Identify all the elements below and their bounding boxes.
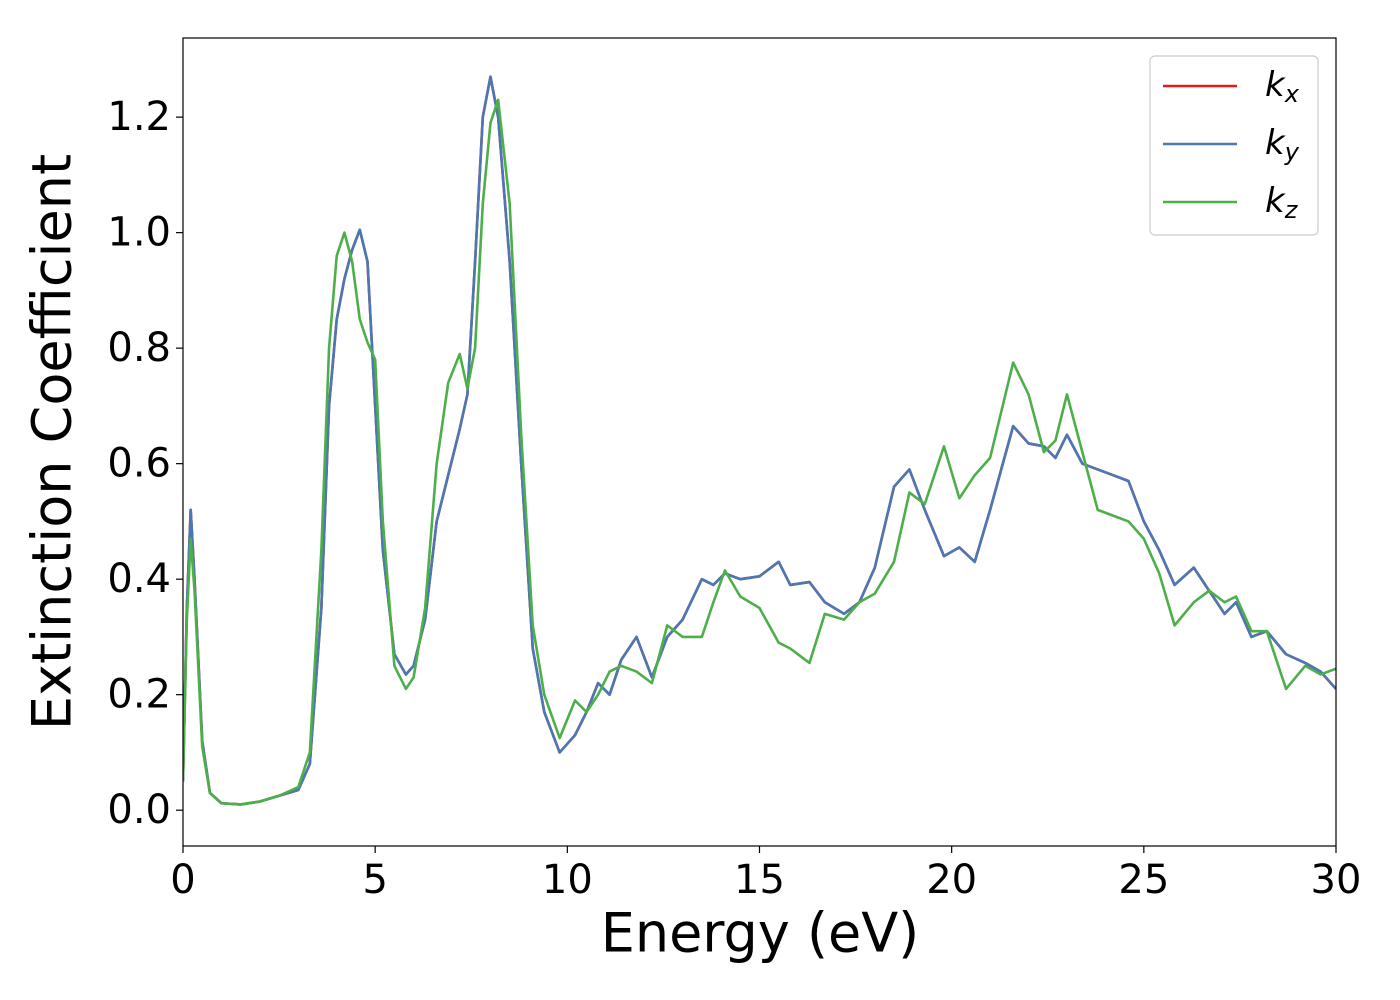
x-tick-label: 25: [1118, 857, 1169, 903]
x-tick-label: 15: [734, 857, 785, 903]
x-axis-label: Energy (eV): [601, 902, 920, 965]
y-tick-label: 0.2: [107, 672, 171, 718]
y-tick-label: 0.6: [107, 441, 171, 487]
plot-frame: [182, 37, 1337, 847]
x-tick-label: 5: [362, 857, 387, 903]
legend-label: ky: [1265, 123, 1300, 167]
x-tick-label: 0: [170, 857, 195, 903]
y-tick-label: 0.8: [107, 325, 171, 371]
plot-lines: [183, 75, 1336, 806]
legend-label: kz: [1265, 181, 1299, 225]
x-tick-label: 20: [926, 857, 977, 903]
y-tick-label: 1.0: [107, 210, 171, 256]
y-tick-label: 0.4: [107, 556, 171, 602]
x-tick-label: 30: [1311, 857, 1362, 903]
y-axis-label: Extinction Coefficient: [21, 154, 84, 730]
y-tick-label: 1.2: [107, 94, 171, 140]
legend-box: [1149, 55, 1319, 236]
legend-label: kx: [1265, 65, 1300, 109]
y-tick-label: 0.0: [107, 787, 171, 833]
series-line: [183, 98, 1336, 806]
series-line: [183, 75, 1336, 806]
x-tick-label: 10: [542, 857, 593, 903]
